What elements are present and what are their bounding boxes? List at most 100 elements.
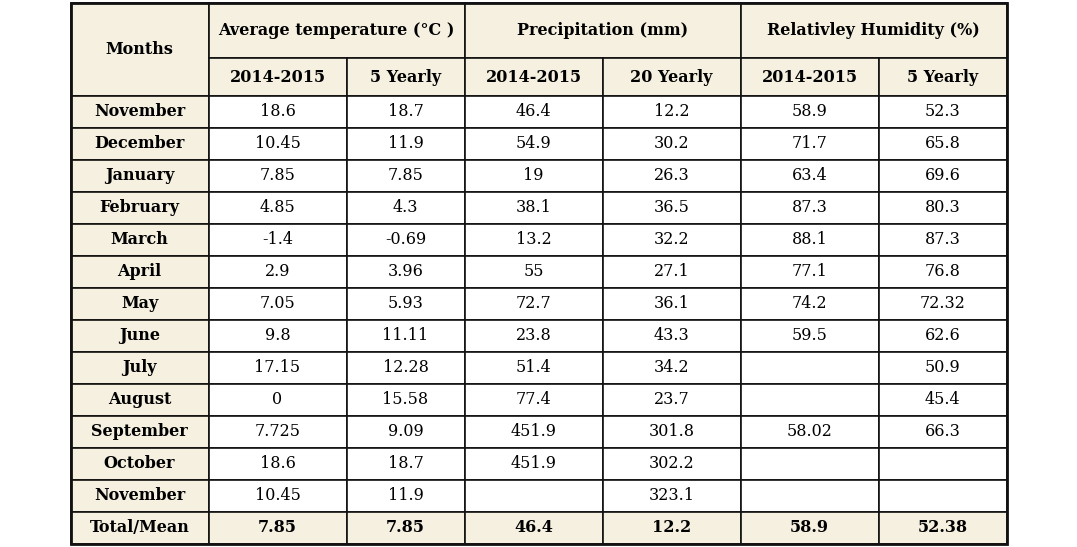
Text: 87.3: 87.3 [924, 231, 961, 248]
Bar [209, 288, 347, 320]
Bar [741, 448, 879, 480]
Text: June: June [118, 328, 160, 345]
Bar [209, 352, 347, 384]
Bar [879, 320, 1007, 352]
Text: 71.7: 71.7 [792, 136, 827, 153]
Text: August: August [108, 392, 171, 409]
Bar [741, 384, 879, 416]
Text: November: November [94, 487, 185, 504]
Bar [209, 448, 347, 480]
Text: November: November [94, 103, 185, 120]
Text: 50.9: 50.9 [925, 359, 961, 376]
Bar [209, 384, 347, 416]
Bar [879, 512, 1007, 544]
Bar [464, 352, 602, 384]
Text: 58.9: 58.9 [792, 103, 827, 120]
Bar [70, 480, 209, 512]
Bar [602, 160, 741, 192]
Bar [209, 3, 464, 58]
Text: 58.02: 58.02 [786, 423, 833, 440]
Text: 18.7: 18.7 [388, 456, 423, 473]
Text: 17.15: 17.15 [254, 359, 300, 376]
Bar [879, 352, 1007, 384]
Bar [602, 58, 741, 96]
Bar [70, 320, 209, 352]
Text: 59.5: 59.5 [792, 328, 827, 345]
Bar [209, 320, 347, 352]
Bar [209, 480, 347, 512]
Bar [464, 224, 602, 256]
Text: 12.2: 12.2 [652, 520, 691, 537]
Bar [741, 224, 879, 256]
Text: 7.85: 7.85 [260, 167, 295, 184]
Text: 18.6: 18.6 [260, 103, 295, 120]
Text: 88.1: 88.1 [792, 231, 827, 248]
Bar [70, 3, 209, 96]
Bar [464, 416, 602, 448]
Text: 23.8: 23.8 [516, 328, 551, 345]
Text: 10.45: 10.45 [254, 136, 300, 153]
Bar [602, 192, 741, 224]
Text: 7.85: 7.85 [258, 520, 297, 537]
Bar [879, 416, 1007, 448]
Text: 55: 55 [523, 264, 544, 281]
Text: 58.9: 58.9 [791, 520, 829, 537]
Bar [602, 288, 741, 320]
Bar [464, 160, 602, 192]
Bar [602, 448, 741, 480]
Text: 72.7: 72.7 [516, 295, 551, 312]
Bar [741, 480, 879, 512]
Bar [602, 480, 741, 512]
Text: 66.3: 66.3 [924, 423, 961, 440]
Bar [70, 128, 209, 160]
Bar [602, 256, 741, 288]
Text: 2.9: 2.9 [265, 264, 290, 281]
Text: 2014-2015: 2014-2015 [761, 68, 857, 85]
Text: 69.6: 69.6 [924, 167, 961, 184]
Bar [741, 96, 879, 128]
Bar [209, 192, 347, 224]
Text: 80.3: 80.3 [925, 200, 961, 217]
Text: 7.05: 7.05 [260, 295, 295, 312]
Text: 7.85: 7.85 [386, 520, 425, 537]
Text: 36.5: 36.5 [654, 200, 689, 217]
Text: 36.1: 36.1 [654, 295, 689, 312]
Text: 12.2: 12.2 [654, 103, 689, 120]
Bar [464, 3, 741, 58]
Text: 10.45: 10.45 [254, 487, 300, 504]
Bar [209, 512, 347, 544]
Bar [70, 288, 209, 320]
Bar [879, 224, 1007, 256]
Text: 11.9: 11.9 [388, 136, 423, 153]
Bar [879, 288, 1007, 320]
Text: Relativley Humidity (%): Relativley Humidity (%) [767, 22, 980, 39]
Bar [347, 480, 464, 512]
Bar [347, 192, 464, 224]
Bar [347, 224, 464, 256]
Text: 62.6: 62.6 [925, 328, 961, 345]
Bar [70, 512, 209, 544]
Text: 32.2: 32.2 [654, 231, 689, 248]
Bar [741, 3, 1007, 58]
Text: 27.1: 27.1 [654, 264, 689, 281]
Text: 4.85: 4.85 [260, 200, 295, 217]
Bar [209, 224, 347, 256]
Text: 5 Yearly: 5 Yearly [907, 68, 978, 85]
Bar [879, 448, 1007, 480]
Bar [741, 192, 879, 224]
Text: 77.4: 77.4 [516, 392, 551, 409]
Text: 23.7: 23.7 [654, 392, 689, 409]
Text: 46.4: 46.4 [514, 520, 553, 537]
Text: 451.9: 451.9 [510, 456, 557, 473]
Bar [464, 480, 602, 512]
Text: 301.8: 301.8 [648, 423, 695, 440]
Bar [70, 3, 1007, 544]
Bar [70, 256, 209, 288]
Text: 52.3: 52.3 [925, 103, 961, 120]
Text: Precipitation (mm): Precipitation (mm) [517, 22, 688, 39]
Bar [464, 128, 602, 160]
Bar [602, 224, 741, 256]
Text: -0.69: -0.69 [384, 231, 426, 248]
Text: January: January [104, 167, 174, 184]
Bar [209, 160, 347, 192]
